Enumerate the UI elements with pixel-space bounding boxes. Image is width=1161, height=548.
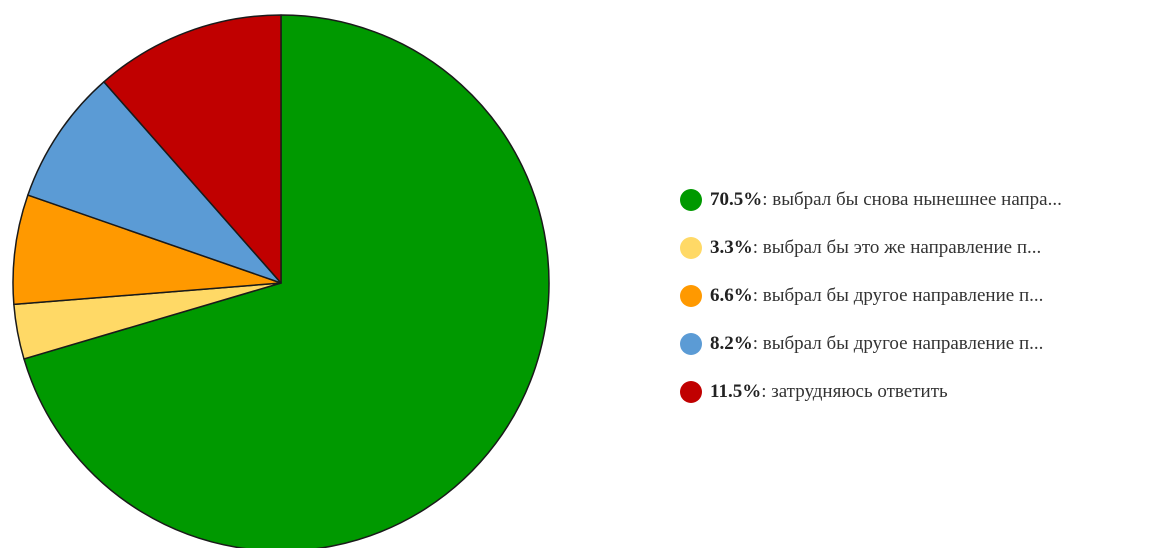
legend-label: : выбрал бы снова нынешнее напра... — [762, 189, 1062, 210]
pie-plot-area — [12, 14, 550, 548]
legend-swatch — [680, 285, 702, 307]
legend-item[interactable]: 6.6% : выбрал бы другое направление п... — [680, 280, 1158, 312]
legend-label: : выбрал бы другое направление п... — [752, 333, 1044, 354]
legend-swatch — [680, 381, 702, 403]
legend-label: : затрудняюсь ответить — [761, 381, 948, 402]
legend: 70.5% : выбрал бы снова нынешнее напра..… — [680, 184, 1158, 408]
legend-item[interactable]: 8.2% : выбрал бы другое направление п... — [680, 328, 1158, 360]
legend-item[interactable]: 3.3% : выбрал бы это же направление п... — [680, 232, 1158, 264]
pie-slice[interactable] — [27, 81, 282, 284]
legend-percent: 70.5% — [710, 189, 763, 210]
legend-percent: 3.3% — [710, 237, 753, 258]
pie-slice[interactable] — [103, 14, 282, 284]
legend-label: : выбрал бы это же направление п... — [752, 237, 1042, 258]
legend-item[interactable]: 70.5% : выбрал бы снова нынешнее напра..… — [680, 184, 1158, 216]
legend-swatch — [680, 237, 702, 259]
pie-slice[interactable] — [23, 14, 550, 548]
legend-swatch — [680, 189, 702, 211]
legend-percent: 6.6% — [710, 285, 753, 306]
pie-slice[interactable] — [12, 194, 282, 306]
legend-percent: 8.2% — [710, 333, 753, 354]
legend-label: : выбрал бы другое направление п... — [752, 285, 1044, 306]
legend-item[interactable]: 11.5% : затрудняюсь ответить — [680, 376, 1158, 408]
legend-percent: 11.5% — [710, 381, 762, 402]
legend-swatch — [680, 333, 702, 355]
